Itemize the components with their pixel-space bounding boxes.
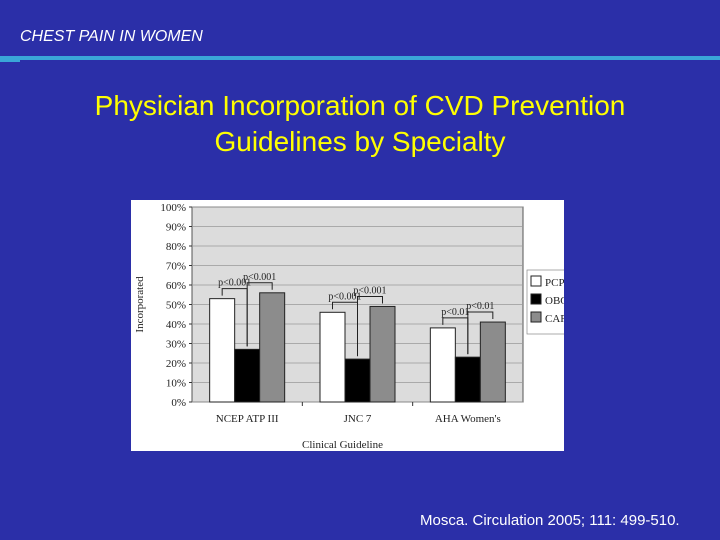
y-tick-label: 100%	[160, 202, 186, 214]
header-rule-accent	[0, 60, 20, 62]
slide-header: CHEST PAIN IN WOMEN	[0, 0, 720, 62]
significance-bracket	[467, 311, 494, 355]
bar-chart: 0% 10% 20% 30% 40% 50% 60% 70% 80% 90% 100% Incorpo…	[134, 202, 582, 451]
slide-title: Physician Incorporation of CVD Preventio…	[0, 88, 720, 160]
bar-obgyn	[344, 358, 371, 403]
slide-title-line-1: Physician Incorporation of CVD Preventio…	[94, 90, 626, 121]
y-axis-label: Incorporated	[134, 276, 146, 333]
significance-label: p<0.001	[328, 291, 361, 302]
legend-label-pcp: PCP	[545, 277, 564, 289]
header-title: CHEST PAIN IN WOMEN	[20, 28, 203, 45]
bar-card	[259, 292, 286, 403]
bar-pcp	[429, 327, 456, 403]
legend-swatch-pcp	[530, 275, 542, 287]
bar-pcp	[319, 311, 346, 403]
legend-swatch-obgyn	[530, 293, 542, 305]
y-tick-label: 90%	[166, 222, 186, 234]
y-tick-label: 30%	[166, 339, 186, 351]
significance-label: p<0.001	[353, 285, 386, 296]
x-axis-label: Clinical Guideline	[302, 439, 383, 451]
y-tick-label: 20%	[166, 358, 186, 370]
y-tick-label: 40%	[166, 319, 186, 331]
y-tick-label: 80%	[166, 241, 186, 253]
significance-label: p<0.001	[218, 278, 251, 289]
significance-label: p<0.01	[466, 301, 494, 312]
x-tick-label: NCEP ATP III	[216, 413, 279, 425]
y-tick-label: 50%	[166, 300, 186, 312]
bar-pcp	[209, 298, 236, 403]
bar-obgyn	[454, 356, 481, 403]
slide-title-line-2: Guidelines by Specialty	[214, 126, 506, 157]
significance-label: p<0.001	[243, 272, 276, 283]
significance-label: p<0.01	[441, 307, 469, 318]
y-tick-label: 60%	[166, 280, 186, 292]
header-rule	[0, 56, 720, 60]
legend-label-card: CARD	[545, 313, 564, 325]
significance-bracket	[357, 295, 383, 357]
chart-panel: 0% 10% 20% 30% 40% 50% 60% 70% 80% 90% 100% Incorpo…	[131, 200, 582, 451]
legend-swatch-card	[530, 311, 542, 323]
bar-card	[479, 321, 506, 403]
bar-obgyn	[234, 348, 261, 403]
citation: Mosca. Circulation 2005; 111: 499-510.	[420, 512, 680, 529]
significance-bracket	[246, 282, 273, 347]
bar-card	[369, 305, 396, 403]
x-tick-label: AHA Women's	[435, 413, 501, 425]
x-tick-label: JNC 7	[344, 413, 372, 425]
legend-label-obgyn: OBGyn	[545, 295, 564, 307]
y-tick-label: 70%	[166, 261, 186, 273]
y-tick-label: 10%	[166, 378, 186, 390]
y-tick-label: 0%	[171, 397, 186, 409]
